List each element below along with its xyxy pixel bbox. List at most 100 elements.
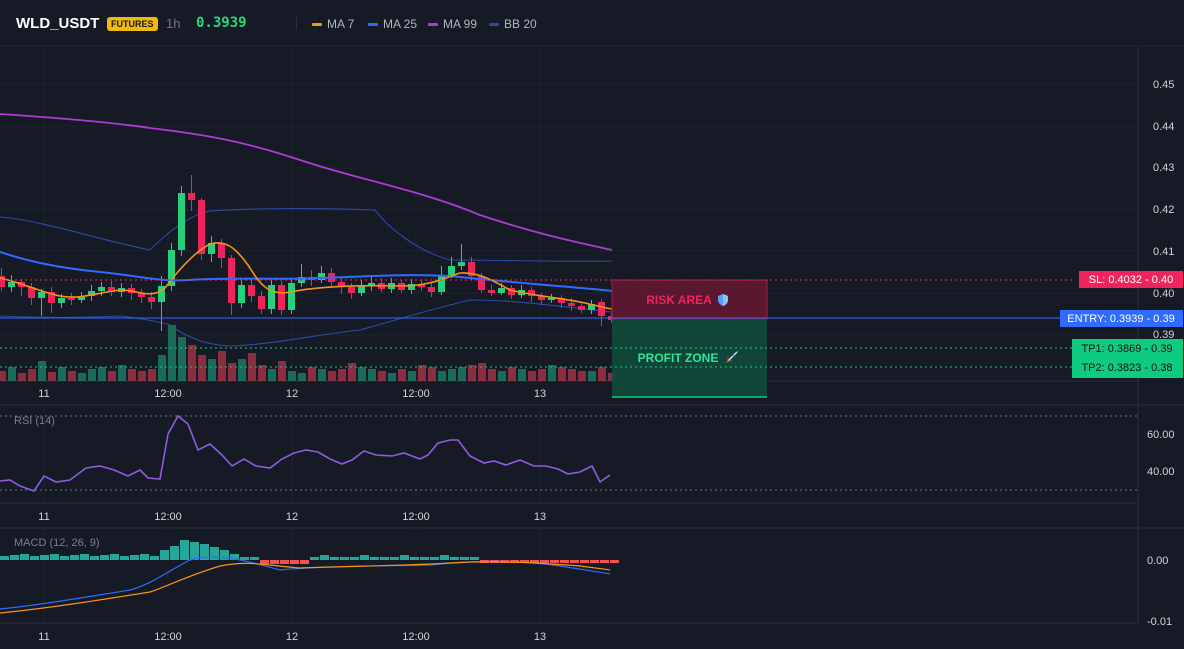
macd-signal-line — [0, 561, 611, 614]
candle-body — [468, 262, 475, 276]
legend-bb20-label: BB 20 — [504, 17, 537, 31]
ma7-swatch-icon — [312, 22, 322, 26]
volume-bar — [348, 363, 356, 381]
shield-icon — [718, 294, 728, 306]
volume-bar — [258, 365, 266, 381]
candle-body — [198, 200, 205, 254]
macd-hist-bar — [540, 560, 549, 563]
macd-hist-bar — [390, 557, 399, 560]
time-tick: 12 — [286, 388, 298, 400]
volume-bar — [108, 371, 116, 381]
candle-body — [538, 296, 545, 300]
volume-bar — [458, 367, 466, 381]
macd-hist-bar — [100, 555, 109, 560]
time-tick: 12:00 — [154, 511, 182, 523]
volume-bar — [0, 371, 6, 381]
macd-hist-bar — [370, 557, 379, 560]
candle-body — [528, 290, 535, 296]
candle-body — [238, 285, 245, 303]
macd-hist-bar — [340, 557, 349, 560]
candle-body — [548, 298, 555, 300]
macd-hist-bar — [530, 560, 539, 563]
rsi-tick-40: 40.00 — [1147, 466, 1175, 478]
macd-hist-bar — [220, 550, 229, 560]
symbol-title[interactable]: WLD_USDT — [16, 15, 100, 32]
candle-body — [338, 282, 345, 287]
candle-body — [208, 243, 215, 254]
volume-bar — [388, 373, 396, 381]
candle-body — [348, 287, 355, 293]
macd-hist-bar — [460, 557, 469, 560]
macd-hist-bar — [420, 557, 429, 560]
volume-bar — [38, 361, 46, 381]
legend-ma25[interactable]: MA 25 — [368, 17, 417, 31]
sl-label-text: SL: 0.4032 - 0.40 — [1089, 274, 1173, 286]
macd-hist-bar — [130, 555, 139, 560]
volume-bar — [548, 365, 556, 381]
volume-bar — [28, 369, 36, 381]
candle-body — [478, 276, 485, 290]
macd-hist-bar — [10, 555, 19, 560]
macd-hist-bar — [450, 557, 459, 560]
macd-hist-bar — [80, 554, 89, 560]
volume-bar — [78, 373, 86, 381]
macd-title: MACD (12, 26, 9) — [14, 537, 100, 549]
candle-body — [508, 288, 515, 295]
tp1-label-text: TP1: 0.3869 - 0.39 — [1081, 343, 1172, 355]
candle-body — [558, 298, 565, 303]
time-tick: 12 — [286, 631, 298, 643]
risk-area-zone: RISK AREA — [611, 279, 768, 320]
legend-bb20[interactable]: BB 20 — [489, 17, 537, 31]
bb20-swatch-icon — [489, 22, 499, 26]
candle-body — [108, 287, 115, 292]
timeframe-label[interactable]: 1h — [166, 16, 181, 31]
time-axes[interactable]: 11 12:00 12 12:00 13 11 12:00 12 12:00 13 11 12:00 1… — [38, 388, 546, 643]
volume-bar — [468, 365, 476, 381]
macd-hist-bar — [20, 554, 29, 560]
candle-body — [438, 275, 445, 292]
volume-bar — [498, 371, 506, 381]
macd-hist-bar — [240, 557, 249, 560]
volume-bar — [8, 367, 16, 381]
macd-hist-bar — [430, 557, 439, 560]
candlesticks — [0, 175, 615, 331]
macd-hist-bar — [0, 556, 9, 560]
candle-body — [138, 293, 145, 297]
legend-ma99-label: MA 99 — [443, 17, 478, 31]
time-tick: 13 — [534, 388, 546, 400]
volume-bar — [168, 325, 176, 381]
macd-hist-bar — [30, 556, 39, 560]
macd-histogram — [0, 540, 619, 564]
candle-body — [588, 304, 595, 310]
volume-bar — [438, 371, 446, 381]
legend-ma7[interactable]: MA 7 — [312, 17, 354, 31]
macd-panel[interactable]: MACD (12, 26, 9) 0.00 -0.01 — [0, 537, 1172, 628]
macd-tick-0: 0.00 — [1147, 555, 1168, 567]
volume-bar — [318, 369, 326, 381]
price-axis[interactable]: 0.450.440.430.420.410.400.390.390.38 — [1153, 79, 1174, 377]
rsi-panel[interactable]: RSI (14) 60.00 40.00 — [0, 414, 1175, 492]
candle-body — [408, 284, 415, 290]
volume-bar — [488, 369, 496, 381]
candle-body — [358, 286, 365, 293]
macd-hist-bar — [250, 557, 259, 560]
macd-hist-bar — [410, 557, 419, 560]
macd-hist-bar — [580, 560, 589, 563]
time-tick: 13 — [534, 631, 546, 643]
volume-bar — [558, 367, 566, 381]
bb-upper — [0, 208, 613, 262]
macd-hist-bar — [230, 554, 239, 560]
volume-bar — [598, 367, 606, 381]
macd-hist-bar — [150, 556, 159, 560]
time-tick: 12 — [286, 511, 298, 523]
legend-ma99[interactable]: MA 99 — [428, 17, 477, 31]
volume-bar — [368, 369, 376, 381]
macd-hist-bar — [40, 555, 49, 560]
candle-body — [58, 298, 65, 303]
volume-bar — [588, 371, 596, 381]
ma25-line — [0, 251, 613, 292]
volume-bar — [418, 365, 426, 381]
volume-bar — [308, 367, 316, 381]
entry-label-text: ENTRY: 0.3939 - 0.39 — [1067, 313, 1174, 325]
